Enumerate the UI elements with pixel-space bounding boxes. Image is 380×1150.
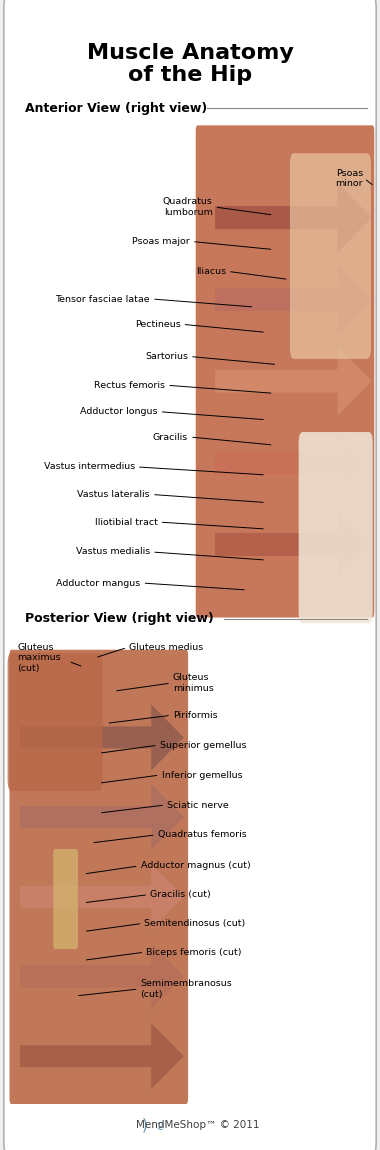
Text: Vastus medialis: Vastus medialis: [76, 547, 150, 557]
Text: Gluteus medius: Gluteus medius: [129, 643, 203, 652]
Text: Iliotibial tract: Iliotibial tract: [95, 518, 158, 527]
FancyBboxPatch shape: [53, 849, 78, 949]
Text: Quadratus
lumborum: Quadratus lumborum: [163, 198, 213, 216]
Text: Muscle Anatomy
of the Hip: Muscle Anatomy of the Hip: [87, 43, 293, 85]
Text: Iliacus: Iliacus: [196, 267, 226, 276]
Text: Superior gemellus: Superior gemellus: [160, 741, 246, 750]
Text: Anterior View (right view): Anterior View (right view): [25, 101, 207, 115]
Text: ): ): [141, 1117, 147, 1133]
FancyArrow shape: [215, 346, 372, 415]
FancyArrow shape: [20, 705, 184, 770]
Text: Sartorius: Sartorius: [145, 352, 188, 361]
Text: Pectineus: Pectineus: [135, 320, 180, 329]
Text: Biceps femoris (cut): Biceps femoris (cut): [146, 948, 242, 957]
FancyBboxPatch shape: [196, 125, 374, 618]
Text: Vastus lateralis: Vastus lateralis: [78, 490, 150, 499]
FancyBboxPatch shape: [8, 653, 103, 791]
Text: Gracilis: Gracilis: [153, 432, 188, 442]
FancyBboxPatch shape: [10, 650, 188, 1104]
Text: Vastus intermedius: Vastus intermedius: [44, 462, 135, 471]
Text: Psoas
minor: Psoas minor: [335, 169, 363, 187]
FancyBboxPatch shape: [299, 432, 373, 623]
Text: Tensor fasciae latae: Tensor fasciae latae: [55, 294, 150, 304]
Text: Inferior gemellus: Inferior gemellus: [162, 770, 242, 780]
Text: Gluteus
maximus
(cut): Gluteus maximus (cut): [17, 643, 61, 673]
Text: Adductor mangus: Adductor mangus: [56, 578, 141, 588]
Text: Semimembranosus
(cut): Semimembranosus (cut): [141, 980, 232, 998]
Text: Posterior View (right view): Posterior View (right view): [25, 612, 214, 626]
FancyArrow shape: [20, 864, 184, 929]
Text: Quadratus femoris: Quadratus femoris: [158, 830, 247, 840]
Text: Rectus femoris: Rectus femoris: [94, 381, 165, 390]
FancyArrow shape: [20, 944, 184, 1010]
Text: Adductor magnus (cut): Adductor magnus (cut): [141, 861, 250, 871]
Text: Semitendinosus (cut): Semitendinosus (cut): [144, 919, 245, 928]
FancyArrow shape: [215, 509, 372, 580]
FancyBboxPatch shape: [4, 0, 376, 1150]
Text: Sciatic nerve: Sciatic nerve: [167, 800, 229, 810]
Text: Psoas major: Psoas major: [132, 237, 190, 246]
FancyArrow shape: [215, 183, 372, 252]
FancyArrow shape: [20, 784, 184, 850]
FancyArrow shape: [215, 264, 372, 334]
FancyArrow shape: [20, 1024, 184, 1089]
Text: Gluteus
minimus: Gluteus minimus: [173, 674, 214, 692]
Text: Adductor longus: Adductor longus: [80, 407, 158, 416]
FancyBboxPatch shape: [290, 153, 371, 359]
Text: ϩ: ϩ: [156, 1120, 163, 1129]
Text: MendMeShop™ © 2011: MendMeShop™ © 2011: [136, 1120, 259, 1129]
Text: Piriformis: Piriformis: [173, 711, 217, 720]
Text: Gracilis (cut): Gracilis (cut): [150, 890, 211, 899]
FancyArrow shape: [215, 428, 372, 498]
